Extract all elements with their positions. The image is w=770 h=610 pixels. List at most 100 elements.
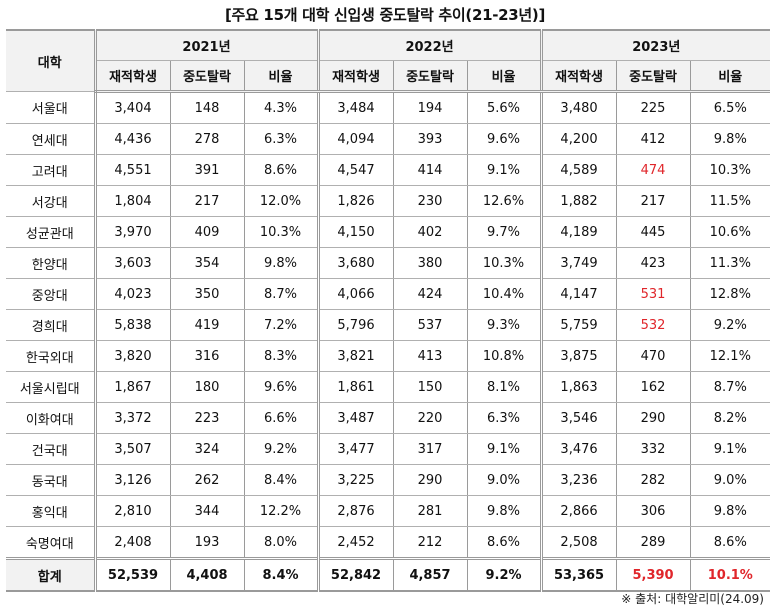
cell-ratio-2023: 10.3% bbox=[689, 154, 770, 186]
dropout-table: 대학 2021년 2022년 2023년 재적학생 중도탈락 비율 재적학생 중… bbox=[6, 29, 770, 592]
cell-dropout-2023: 532 bbox=[615, 309, 691, 341]
university-name: 한양대 bbox=[6, 247, 96, 279]
cell-ratio-2023: 8.2% bbox=[689, 402, 770, 434]
table-row: 성균관대 3,970 409 10.3% 4,150 402 9.7% 4,189 445 10.… bbox=[6, 216, 770, 248]
cell-dropout-2022: 150 bbox=[392, 371, 468, 403]
table-row: 한양대 3,603 354 9.8% 3,680 380 10.3% 3,749 423 11.3… bbox=[6, 247, 770, 279]
cell-enrolled-2021: 3,820 bbox=[93, 340, 171, 372]
cell-ratio-2023: 8.6% bbox=[689, 526, 770, 559]
cell-enrolled-2023: 3,476 bbox=[539, 433, 617, 465]
cell-dropout-2022: 194 bbox=[392, 91, 468, 124]
university-name: 성균관대 bbox=[6, 216, 96, 248]
university-name: 서강대 bbox=[6, 185, 96, 217]
cell-enrolled-2023: 3,480 bbox=[539, 91, 617, 124]
header-university: 대학 bbox=[6, 29, 96, 92]
cell-dropout-2021: 217 bbox=[169, 185, 245, 217]
cell-dropout-2022: 230 bbox=[392, 185, 468, 217]
header-enrolled: 재적학생 bbox=[539, 60, 617, 93]
cell-ratio-2021: 4.3% bbox=[243, 91, 319, 124]
university-name: 건국대 bbox=[6, 433, 96, 465]
cell-dropout-2021: 180 bbox=[169, 371, 245, 403]
header-enrolled: 재적학생 bbox=[316, 60, 394, 93]
cell-ratio-2022: 9.2% bbox=[466, 557, 542, 592]
cell-enrolled-2022: 1,826 bbox=[316, 185, 394, 217]
cell-enrolled-2023: 4,189 bbox=[539, 216, 617, 248]
cell-dropout-2022: 393 bbox=[392, 123, 468, 155]
cell-enrolled-2021: 3,603 bbox=[93, 247, 171, 279]
university-name: 숙명여대 bbox=[6, 526, 96, 559]
university-name: 한국외대 bbox=[6, 340, 96, 372]
cell-ratio-2023: 9.2% bbox=[689, 309, 770, 341]
cell-ratio-2021: 9.8% bbox=[243, 247, 319, 279]
cell-dropout-2023: 282 bbox=[615, 464, 691, 496]
cell-dropout-2022: 290 bbox=[392, 464, 468, 496]
cell-ratio-2021: 12.0% bbox=[243, 185, 319, 217]
cell-dropout-2021: 350 bbox=[169, 278, 245, 310]
header-year-2022: 2022년 bbox=[316, 29, 542, 61]
table-row: 연세대 4,436 278 6.3% 4,094 393 9.6% 4,200 412 9.8% bbox=[6, 123, 770, 155]
cell-dropout-2021: 344 bbox=[169, 495, 245, 527]
cell-dropout-2022: 424 bbox=[392, 278, 468, 310]
university-name: 동국대 bbox=[6, 464, 96, 496]
cell-dropout-2021: 354 bbox=[169, 247, 245, 279]
cell-enrolled-2022: 4,094 bbox=[316, 123, 394, 155]
header-ratio: 비율 bbox=[466, 60, 542, 93]
university-name: 서울대 bbox=[6, 91, 96, 124]
cell-ratio-2023: 9.8% bbox=[689, 495, 770, 527]
cell-ratio-2021: 7.2% bbox=[243, 309, 319, 341]
cell-ratio-2022: 9.0% bbox=[466, 464, 542, 496]
cell-enrolled-2021: 3,970 bbox=[93, 216, 171, 248]
header-dropout: 중도탈락 bbox=[615, 60, 691, 93]
cell-enrolled-2021: 4,551 bbox=[93, 154, 171, 186]
cell-dropout-2021: 193 bbox=[169, 526, 245, 559]
header-row-years: 대학 2021년 2022년 2023년 bbox=[6, 29, 770, 92]
cell-dropout-2022: 537 bbox=[392, 309, 468, 341]
cell-enrolled-2022: 4,150 bbox=[316, 216, 394, 248]
cell-dropout-2021: 148 bbox=[169, 91, 245, 124]
table-row: 서울시립대 1,867 180 9.6% 1,861 150 8.1% 1,863 162 8.7… bbox=[6, 371, 770, 403]
university-name: 연세대 bbox=[6, 123, 96, 155]
cell-dropout-2022: 212 bbox=[392, 526, 468, 559]
cell-ratio-2021: 6.6% bbox=[243, 402, 319, 434]
table-row: 한국외대 3,820 316 8.3% 3,821 413 10.8% 3,875 470 12.… bbox=[6, 340, 770, 372]
header-enrolled: 재적학생 bbox=[93, 60, 171, 93]
header-ratio: 비율 bbox=[689, 60, 770, 93]
cell-ratio-2022: 9.6% bbox=[466, 123, 542, 155]
cell-dropout-2021: 409 bbox=[169, 216, 245, 248]
cell-enrolled-2023: 5,759 bbox=[539, 309, 617, 341]
cell-enrolled-2023: 3,236 bbox=[539, 464, 617, 496]
cell-dropout-2023: 474 bbox=[615, 154, 691, 186]
cell-enrolled-2021: 4,023 bbox=[93, 278, 171, 310]
cell-ratio-2021: 8.4% bbox=[243, 557, 319, 592]
table-row: 이화여대 3,372 223 6.6% 3,487 220 6.3% 3,546 290 8.2% bbox=[6, 402, 770, 434]
cell-enrolled-2021: 5,838 bbox=[93, 309, 171, 341]
cell-ratio-2023: 12.1% bbox=[689, 340, 770, 372]
cell-enrolled-2022: 4,066 bbox=[316, 278, 394, 310]
cell-dropout-2023: 290 bbox=[615, 402, 691, 434]
cell-ratio-2022: 9.1% bbox=[466, 433, 542, 465]
cell-dropout-2023: 162 bbox=[615, 371, 691, 403]
cell-dropout-2021: 4,408 bbox=[169, 557, 245, 592]
cell-enrolled-2023: 2,508 bbox=[539, 526, 617, 559]
cell-enrolled-2023: 1,863 bbox=[539, 371, 617, 403]
cell-enrolled-2022: 3,487 bbox=[316, 402, 394, 434]
cell-dropout-2021: 262 bbox=[169, 464, 245, 496]
cell-dropout-2023: 306 bbox=[615, 495, 691, 527]
cell-ratio-2023: 10.6% bbox=[689, 216, 770, 248]
cell-enrolled-2021: 52,539 bbox=[93, 557, 171, 592]
cell-enrolled-2023: 3,546 bbox=[539, 402, 617, 434]
cell-enrolled-2022: 1,861 bbox=[316, 371, 394, 403]
cell-dropout-2022: 413 bbox=[392, 340, 468, 372]
cell-ratio-2023: 12.8% bbox=[689, 278, 770, 310]
cell-ratio-2021: 8.6% bbox=[243, 154, 319, 186]
cell-enrolled-2022: 2,452 bbox=[316, 526, 394, 559]
cell-ratio-2022: 6.3% bbox=[466, 402, 542, 434]
university-name: 서울시립대 bbox=[6, 371, 96, 403]
cell-enrolled-2022: 3,680 bbox=[316, 247, 394, 279]
cell-dropout-2022: 281 bbox=[392, 495, 468, 527]
cell-ratio-2022: 8.1% bbox=[466, 371, 542, 403]
cell-dropout-2021: 223 bbox=[169, 402, 245, 434]
cell-enrolled-2021: 3,126 bbox=[93, 464, 171, 496]
cell-ratio-2021: 8.7% bbox=[243, 278, 319, 310]
cell-dropout-2022: 220 bbox=[392, 402, 468, 434]
